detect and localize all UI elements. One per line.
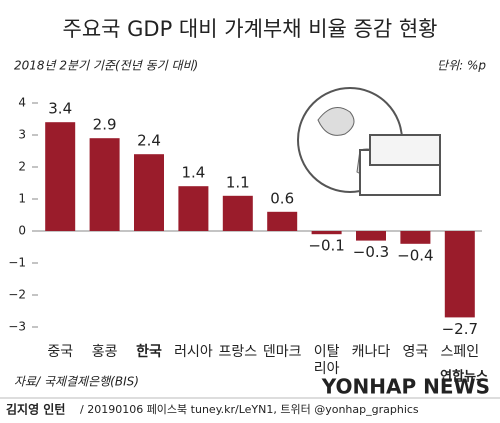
bar [356,231,386,241]
bar [267,211,298,231]
y-tick-label: −3 [8,320,26,334]
value-label: −0.1 [308,237,344,255]
x-tick-label: 덴마크 [263,344,302,360]
y-tick-label: −1 [8,256,26,270]
x-tick-label: 프랑스 [218,344,257,360]
value-label: 0.6 [270,189,294,207]
value-label: −0.3 [353,243,389,261]
bar [45,122,76,231]
y-tick-label: −2 [8,288,26,302]
value-label: 1.1 [226,173,250,191]
bar [400,231,431,244]
value-label: 3.4 [48,100,72,118]
value-label: 1.4 [181,164,205,182]
subtitle: 2018년 2분기 기준(전년 동기 대비) [14,59,198,73]
x-tick-label: 캐나다 [352,344,391,360]
chart-title: 주요국 GDP 대비 가계부채 비율 증감 현황 [63,17,438,41]
source: 자료/ 국제결제은행(BIS) [14,375,139,389]
x-tick-label: 스페인 [440,344,479,360]
x-tick-label: 러시아 [174,344,213,360]
logo: 연합뉴스 [440,369,488,385]
bar [222,195,253,231]
globe-illustration [297,87,441,196]
bar [444,231,475,318]
unit: 단위: %p [437,59,486,73]
x-tick-label: 영국 [403,344,429,360]
bar [311,231,342,235]
y-tick-label: 1 [18,192,26,206]
x-tick-label: 이탈 리아 [314,344,340,377]
x-tick-label: 홍콩 [92,344,118,360]
y-tick-label: 4 [18,96,26,110]
y-tick-label: 2 [18,160,26,174]
x-tick-label: 중국 [47,344,73,360]
footer-credit: / 20190106 페이스북 tuney.kr/LeYN1, 트위터 @yon… [80,403,419,416]
footer-author: 김지영 인턴 [6,402,65,417]
value-label: 2.4 [137,132,161,150]
bar [134,154,164,231]
watermark: YONHAP NEWS [321,375,490,399]
bar [89,138,120,231]
y-tick-label: 3 [18,128,26,142]
x-tick-label: 한국 [136,344,162,360]
bar [178,186,209,231]
value-label: −2.7 [442,320,478,338]
value-label: 2.9 [93,116,117,134]
y-tick-label: 0 [18,224,26,238]
value-label: −0.4 [397,246,433,264]
